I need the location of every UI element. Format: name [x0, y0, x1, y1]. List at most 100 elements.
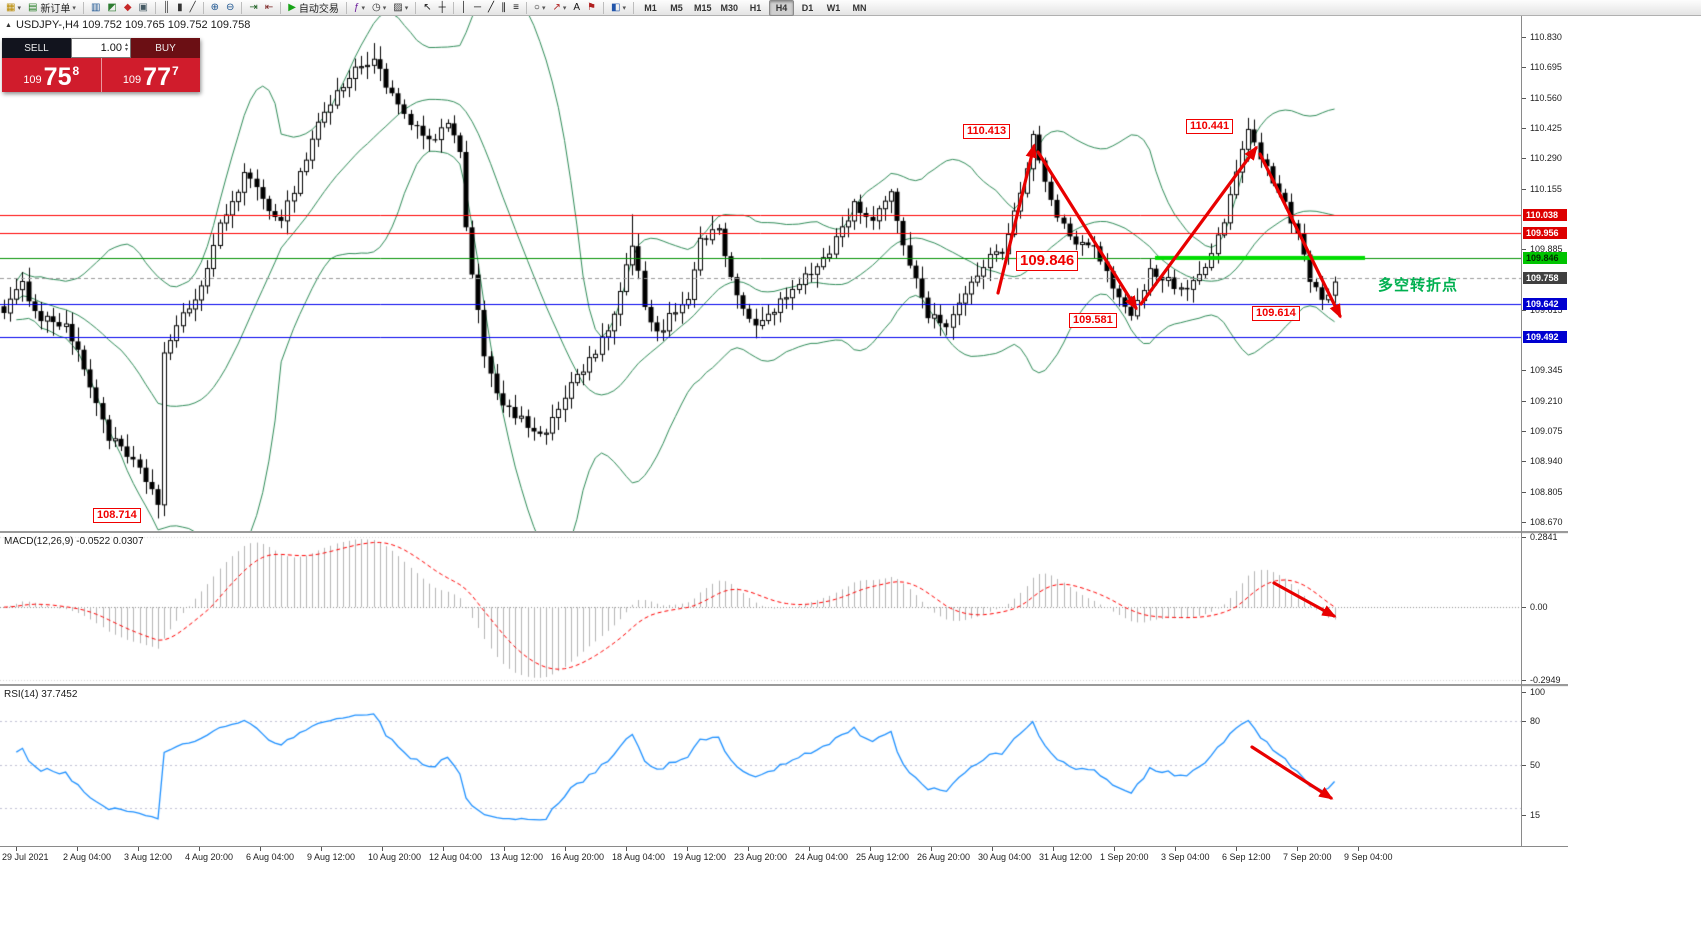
autotrading-button[interactable]: ▶ 自动交易 — [285, 1, 342, 16]
price-axis-tick: 109.210 — [1530, 396, 1563, 406]
caret-down-icon: ▾ — [562, 4, 567, 12]
timeframe-h1-button[interactable]: H1 — [743, 0, 768, 16]
timeframe-w1-button-label: W1 — [826, 2, 841, 13]
price-annotation-label[interactable]: 109.614 — [1252, 306, 1300, 321]
toolbar-separator — [241, 1, 243, 14]
time-axis-label: 25 Aug 12:00 — [856, 852, 910, 862]
rsi-axis-tick: 80 — [1530, 716, 1541, 726]
zoom-in-icon[interactable]: ⊕ — [208, 1, 222, 15]
time-axis-tick-mark — [138, 847, 139, 851]
time-axis-tick-mark — [1297, 847, 1298, 851]
periods-icon: ◷ — [371, 1, 381, 13]
rsi-panel-canvas[interactable] — [0, 686, 1521, 846]
zoom-in-icon-icon: ⊕ — [210, 1, 220, 13]
timeframe-m1-button[interactable]: M1 — [638, 0, 663, 16]
autoscroll-icon[interactable]: ⇥ — [246, 1, 260, 15]
channel-tool-icon-icon: ∥ — [501, 1, 507, 13]
chart-candles-icon[interactable]: ▮ — [174, 1, 186, 15]
volume-spinner[interactable]: ▴ ▾ — [124, 42, 128, 53]
periods-button[interactable]: ◷ ▾ — [369, 1, 389, 15]
price-axis-tick: 110.695 — [1530, 62, 1562, 72]
rsi-axis-tick: 100 — [1530, 687, 1546, 697]
spin-down-icon[interactable]: ▾ — [124, 47, 128, 53]
price-annotation-label[interactable]: 109.581 — [1069, 313, 1117, 328]
timeframe-m5-button[interactable]: M5 — [664, 0, 689, 16]
vertical-line-tool-icon[interactable]: │ — [458, 1, 470, 15]
channel-tool-icon[interactable]: ∥ — [498, 1, 509, 15]
price-axis-tick-mark — [1522, 431, 1526, 432]
price-annotation-label[interactable]: 110.413 — [963, 124, 1011, 139]
caret-down-icon: ▾ — [382, 4, 387, 12]
buy-price-prefix: 109 — [122, 74, 142, 86]
toolbar-separator — [603, 1, 605, 14]
arrows-tool-button[interactable]: ↗ ▾ — [549, 1, 569, 15]
turning-point-text-note[interactable]: 多空转折点 — [1378, 277, 1459, 294]
buy-price-button[interactable]: 109 77 7 — [101, 58, 200, 92]
sell-price-big: 75 — [43, 63, 72, 91]
price-annotation-label[interactable]: 109.846 — [1016, 251, 1079, 271]
time-axis-label: 1 Sep 20:00 — [1100, 852, 1149, 862]
text-tool-icon[interactable]: A — [570, 1, 583, 15]
timeframe-m30-button[interactable]: M30 — [717, 0, 743, 16]
price-axis-tick-mark — [1522, 37, 1526, 38]
shapes-tool-icon: ○ — [533, 1, 540, 13]
sell-button[interactable]: SELL — [2, 38, 71, 58]
colors-button[interactable]: ◧ ▾ — [608, 1, 629, 15]
cursor-tool-icon[interactable]: ↖ — [420, 1, 434, 15]
sell-price-button[interactable]: 109 75 8 — [2, 58, 102, 92]
fibonacci-tool-icon[interactable]: ≡ — [510, 1, 522, 15]
time-axis-label: 2 Aug 04:00 — [63, 852, 112, 862]
trendline-tool-icon[interactable]: ╱ — [485, 1, 497, 15]
market-watch-icon[interactable]: ▥ — [88, 1, 103, 15]
timeframe-m15-button[interactable]: M15 — [690, 0, 716, 16]
timeframe-m15-button-label: M15 — [693, 2, 712, 13]
timeframe-w1-button[interactable]: W1 — [821, 0, 846, 16]
buy-button[interactable]: BUY — [131, 38, 200, 58]
price-scale[interactable]: 110.830 110.695 110.560 110.425 110.290 110.1… — [1521, 16, 1569, 868]
time-scale[interactable]: 29 Jul 2021 2 Aug 04:00 3 Aug 12:00 4 Aug 2… — [0, 846, 1568, 869]
zoom-out-icon[interactable]: ⊖ — [223, 1, 237, 15]
price-axis-tick: 110.155 — [1530, 184, 1562, 194]
time-axis-tick-mark — [931, 847, 932, 851]
macd-axis-tick: 0.00 — [1530, 602, 1548, 612]
indicators-button[interactable]: ƒ ▾ — [351, 1, 368, 15]
navigator-icon[interactable]: ◆ — [121, 1, 135, 15]
new-chart-icon: ▦ — [6, 1, 16, 13]
macd-axis-tick-mark — [1522, 537, 1526, 538]
data-window-icon[interactable]: ◩ — [104, 1, 119, 15]
price-annotation-label[interactable]: 110.441 — [1186, 119, 1234, 134]
terminal-icon[interactable]: ▣ — [136, 1, 151, 15]
time-axis-tick-mark — [565, 847, 566, 851]
price-annotation-label[interactable]: 108.714 — [93, 508, 141, 523]
time-axis-label: 13 Aug 12:00 — [490, 852, 544, 862]
price-axis-tick-mark — [1522, 249, 1526, 250]
price-axis-tick-mark — [1522, 522, 1526, 523]
chart-bars-icon[interactable]: ║ — [160, 1, 173, 15]
time-axis-tick-mark — [1175, 847, 1176, 851]
shapes-tool-button[interactable]: ○ ▾ — [531, 1, 549, 15]
macd-panel-canvas[interactable] — [0, 533, 1521, 684]
chart-shift-icon[interactable]: ⇤ — [262, 1, 276, 15]
chart-line-icon[interactable]: ╱ — [187, 1, 199, 15]
new-chart-button[interactable]: ▦ ▾ — [3, 1, 24, 15]
new-order-button[interactable]: ▤ 新订单 ▾ — [25, 1, 79, 16]
time-axis-label: 30 Aug 04:00 — [978, 852, 1032, 862]
time-axis-tick-mark — [321, 847, 322, 851]
timeframe-mn-button[interactable]: MN — [847, 0, 872, 16]
crosshair-tool-icon[interactable]: ┼ — [436, 1, 449, 15]
level-price-tag: 110.038 — [1523, 209, 1567, 221]
volume-input[interactable]: 1.00 ▴ ▾ — [71, 38, 131, 58]
time-axis-label: 23 Aug 20:00 — [734, 852, 788, 862]
time-axis-label: 6 Aug 04:00 — [246, 852, 295, 862]
one-click-panel-toggle-icon[interactable]: ▲ — [5, 22, 12, 29]
templates-button[interactable]: ▨ ▾ — [390, 1, 411, 15]
time-axis-tick-mark — [77, 847, 78, 851]
spin-up-icon[interactable]: ▴ — [124, 42, 128, 48]
timeframe-d1-button[interactable]: D1 — [795, 0, 820, 16]
label-tool-icon[interactable]: ⚑ — [584, 1, 599, 15]
horizontal-line-tool-icon[interactable]: ─ — [471, 1, 484, 15]
time-axis-tick-mark — [382, 847, 383, 851]
cursor-tool-icon-icon: ↖ — [423, 1, 432, 13]
price-chart-canvas[interactable] — [0, 16, 1521, 531]
timeframe-h4-button[interactable]: H4 — [769, 0, 795, 16]
